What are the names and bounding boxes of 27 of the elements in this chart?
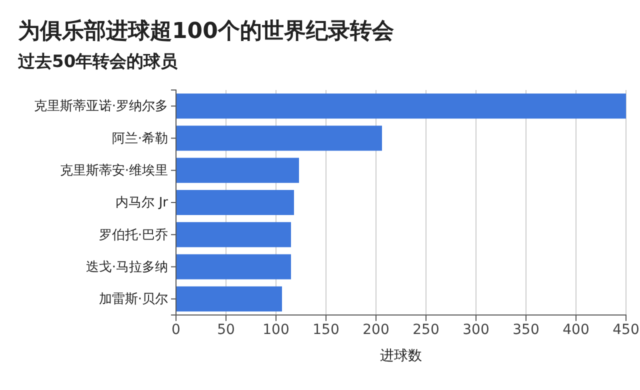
x-tick-label: 350 xyxy=(512,322,540,338)
x-tick-label: 50 xyxy=(217,322,235,338)
x-tick-label: 0 xyxy=(172,322,180,338)
y-tick-label: 克里斯蒂亚诺·罗纳尔多 xyxy=(34,99,168,114)
bar xyxy=(176,190,294,216)
chart-title: 为俱乐部进球超100个的世界纪录转会 xyxy=(18,18,395,44)
chart-subtitle: 过去50年转会的球员 xyxy=(17,52,179,72)
x-tick-label: 150 xyxy=(312,322,340,338)
x-axis-title: 进球数 xyxy=(380,348,422,364)
y-tick-label: 克里斯蒂安·维埃里 xyxy=(60,162,168,179)
y-tick-label: 加雷斯·贝尔 xyxy=(98,292,168,308)
bar xyxy=(176,286,282,312)
x-tick-label: 250 xyxy=(412,322,440,338)
bar xyxy=(176,158,299,183)
y-tick-label: 迭戈·马拉多纳 xyxy=(86,260,168,275)
x-tick-label: 300 xyxy=(462,322,490,338)
x-tick-label: 100 xyxy=(262,322,290,338)
y-tick-label: 内马尔 Jr xyxy=(116,196,169,211)
bar xyxy=(176,222,291,248)
x-tick-label: 450 xyxy=(612,322,640,338)
x-tick-label: 200 xyxy=(362,322,390,338)
bar xyxy=(176,254,291,280)
y-tick-label: 罗伯托·巴乔 xyxy=(98,228,168,243)
y-tick-label: 阿兰·希勒 xyxy=(112,131,168,146)
x-tick-label: 400 xyxy=(562,322,590,338)
bar xyxy=(176,94,626,119)
bar xyxy=(176,126,382,151)
